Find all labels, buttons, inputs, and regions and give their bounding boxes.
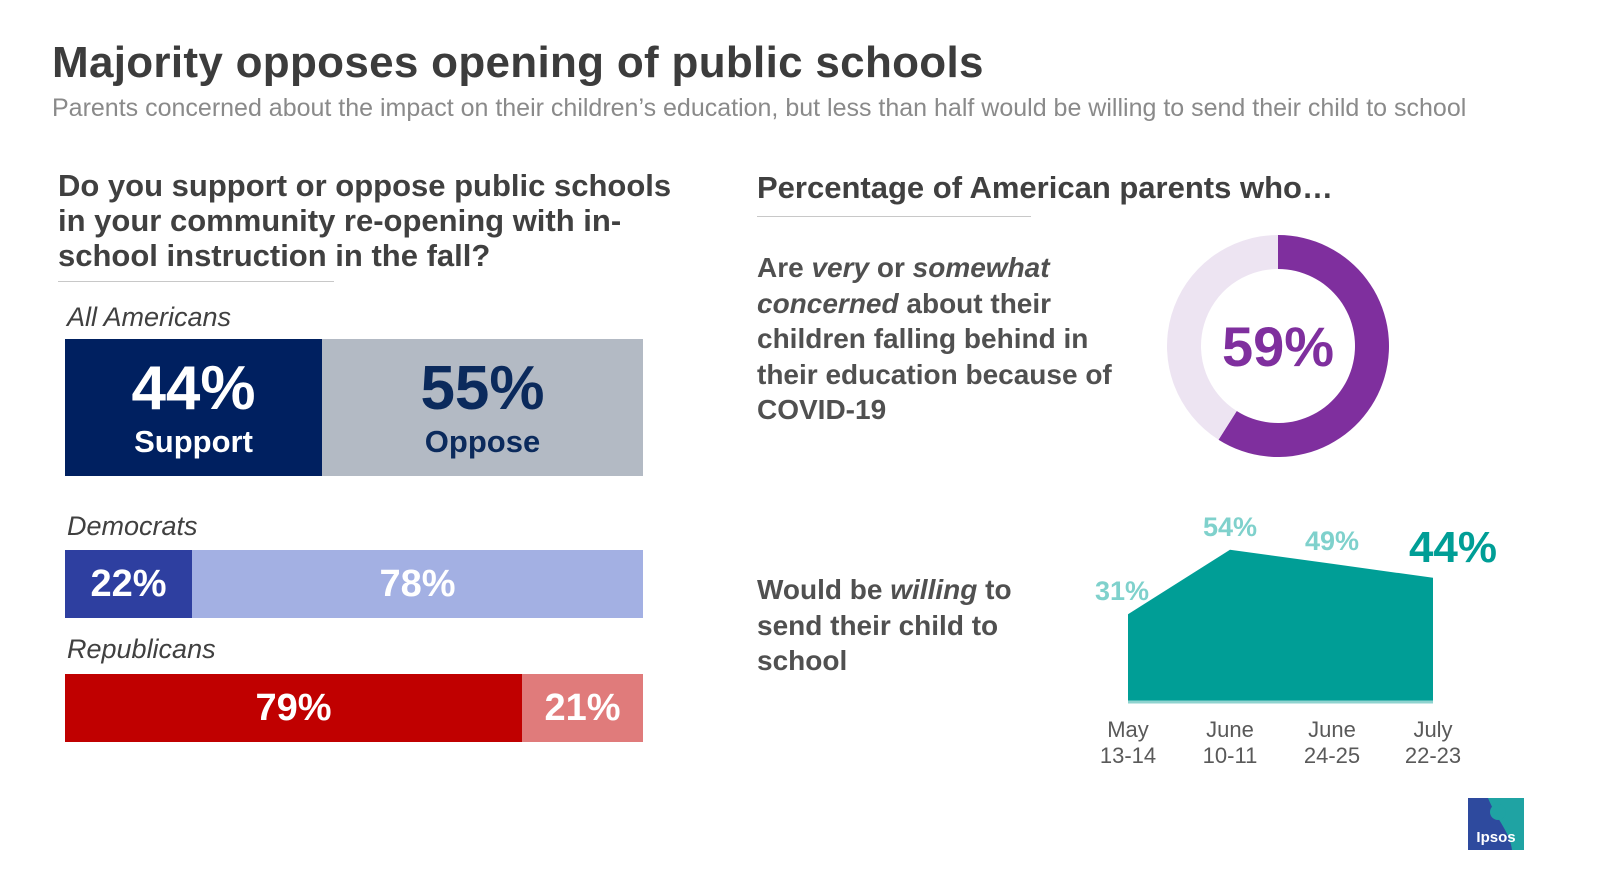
concern-emphasis-very: very bbox=[811, 252, 870, 283]
willing-description: Would be willing to send their child to … bbox=[757, 572, 1077, 679]
area-tick-label-3-1: 22-23 bbox=[1405, 743, 1461, 768]
oppose-value-label-2: 21% bbox=[544, 687, 621, 729]
page-title: Majority opposes opening of public schoo… bbox=[52, 38, 984, 87]
concern-emphasis-somewhat: somewhat bbox=[912, 252, 1050, 283]
area-tick-label-1-1: 10-11 bbox=[1203, 743, 1258, 768]
concern-description: Are very or somewhat concerned about the… bbox=[757, 250, 1117, 428]
area-tick-label-2-0: June bbox=[1308, 717, 1356, 742]
concern-donut-chart: 59% bbox=[1167, 235, 1389, 457]
logo-dot bbox=[1490, 804, 1506, 820]
support-bar-1: 22% bbox=[65, 550, 192, 618]
oppose-bar-0: 55% Oppose bbox=[322, 339, 643, 476]
area-tick-label-0-0: May bbox=[1107, 717, 1149, 742]
support-value-label-2: 79% bbox=[255, 687, 332, 729]
support-bar-2: 79% bbox=[65, 674, 522, 742]
concern-text-part-4: about their children falling behind in t… bbox=[757, 287, 1112, 426]
area-data-label-0: 31% bbox=[1095, 576, 1149, 606]
willing-emphasis: willing bbox=[890, 574, 978, 605]
area-tick-label-2-1: 24-25 bbox=[1304, 743, 1360, 768]
logo-text: Ipsos bbox=[1476, 829, 1515, 846]
oppose-bar-2: 21% bbox=[522, 674, 643, 742]
concern-text-part-1: Are bbox=[757, 252, 812, 283]
support-bar-0: 44% Support bbox=[65, 339, 322, 476]
concern-text-part-2: or bbox=[869, 252, 913, 283]
area-tick-label-1-0: June bbox=[1206, 717, 1254, 742]
area-data-label-2: 49% bbox=[1305, 526, 1359, 556]
donut-slice-remainder bbox=[1167, 235, 1278, 440]
right-panel-header: Percentage of American parents who… bbox=[757, 170, 1333, 205]
oppose-value-label-0: 55% bbox=[420, 354, 545, 423]
ipsos-logo: Ipsos bbox=[1468, 798, 1524, 850]
oppose-segment-name: Oppose bbox=[424, 424, 541, 459]
question-divider bbox=[58, 281, 334, 282]
support-value-label-1: 22% bbox=[90, 563, 167, 605]
willing-text-part-1: Would be bbox=[757, 574, 891, 605]
willing-text-part-2: to send their child to school bbox=[757, 574, 1012, 676]
donut-center-label: 59% bbox=[1222, 315, 1334, 378]
willing-area-chart: 31%May13-1454%June10-1149%June24-2544%Ju… bbox=[1095, 512, 1497, 768]
area-tick-label-0-1: 13-14 bbox=[1100, 743, 1156, 768]
area-data-label-3: 44% bbox=[1409, 523, 1497, 572]
support-value-label-0: 44% bbox=[131, 354, 256, 423]
oppose-bar-1: 78% bbox=[192, 550, 643, 618]
concern-emphasis-concerned: concerned bbox=[757, 287, 899, 319]
question-text: Do you support or oppose public schools … bbox=[58, 168, 672, 273]
right-header-divider bbox=[757, 216, 1031, 217]
area-series-willing bbox=[1128, 549, 1433, 701]
area-data-label-1: 54% bbox=[1203, 512, 1257, 542]
donut-slice-concerned bbox=[1218, 235, 1389, 457]
page-subtitle: Parents concerned about the impact on th… bbox=[52, 94, 1467, 122]
support-segment-name: Support bbox=[134, 424, 253, 459]
area-tick-label-3-0: July bbox=[1413, 717, 1452, 742]
oppose-value-label-1: 78% bbox=[379, 563, 456, 605]
group-label-0: All Americans bbox=[67, 302, 232, 332]
group-label-2: Republicans bbox=[67, 634, 216, 664]
group-label-1: Democrats bbox=[67, 511, 198, 541]
